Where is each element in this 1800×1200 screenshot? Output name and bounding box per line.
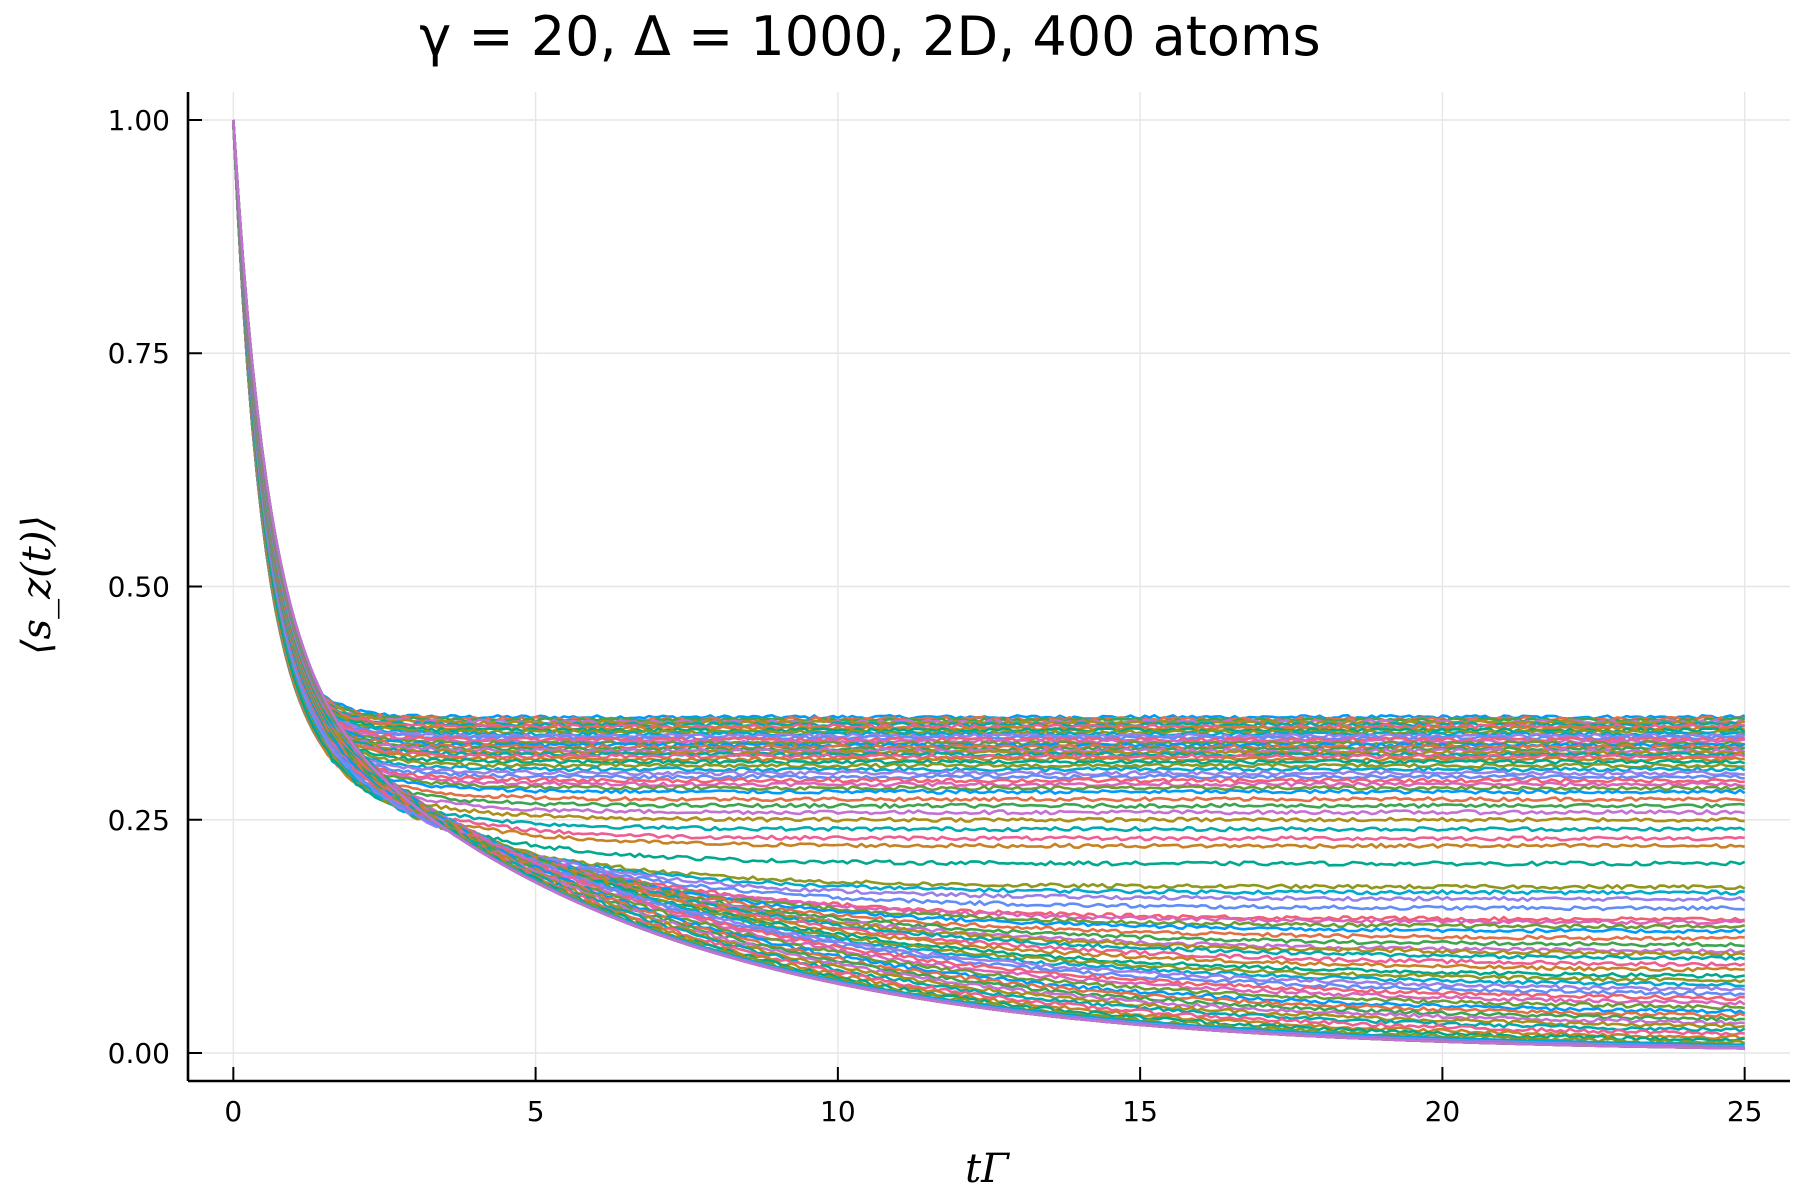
series-line (232, 119, 1745, 1011)
series-line (232, 119, 1746, 760)
series-line (232, 119, 1745, 777)
series-line (232, 119, 1745, 1029)
grid (188, 92, 1790, 1081)
series-line (232, 119, 1745, 781)
series-line (232, 119, 1745, 758)
series-line (232, 119, 1746, 739)
series-line (232, 119, 1746, 741)
series-line (232, 119, 1745, 809)
series-line (232, 119, 1746, 726)
x-tick-label: 10 (820, 1095, 856, 1128)
y-tick-label: 0.25 (108, 804, 170, 837)
series-line (232, 119, 1745, 948)
series-line (232, 119, 1746, 736)
y-tick-label: 0.75 (108, 337, 170, 370)
series-line (232, 119, 1746, 833)
series-line (232, 119, 1745, 728)
chart-title: γ = 20, Δ = 1000, 2D, 400 atoms (419, 5, 1320, 68)
ticks: 0 5 10 15 20 25 0.00 0.25 0.50 0.75 1.00 (108, 104, 1763, 1128)
series-line (232, 119, 1746, 749)
series-line (232, 119, 1745, 784)
series-line (232, 119, 1746, 725)
series-line (232, 119, 1745, 803)
series-line (232, 119, 1746, 1045)
series-line (232, 119, 1745, 823)
x-axis-label: tΓ (965, 1146, 1010, 1192)
x-tick-label: 5 (527, 1095, 545, 1128)
series-line (232, 119, 1746, 1015)
series-line (232, 119, 1745, 1037)
x-tick-label: 20 (1425, 1095, 1461, 1128)
series-line (232, 119, 1746, 732)
series-line (232, 119, 1745, 850)
series-line (232, 119, 1745, 763)
series-line (232, 119, 1746, 984)
series-line (232, 119, 1746, 766)
series-line (232, 119, 1745, 973)
series-line (232, 119, 1746, 724)
series-line (232, 119, 1745, 751)
series-line (232, 119, 1745, 745)
x-tick-label: 0 (224, 1095, 242, 1128)
series-line (232, 119, 1746, 795)
series-line (232, 119, 1746, 754)
series-line (232, 119, 1745, 743)
series-group (232, 119, 1746, 1050)
series-line (232, 119, 1746, 734)
series-line (232, 119, 1745, 756)
series-line (232, 119, 1746, 753)
y-tick-label: 0.50 (108, 571, 170, 604)
series-line (232, 119, 1746, 1019)
series-line (232, 119, 1746, 773)
y-tick-label: 0.00 (108, 1037, 170, 1070)
series-line (232, 119, 1745, 816)
series-line (232, 119, 1745, 988)
series-line (232, 119, 1746, 792)
series-line (232, 119, 1745, 1002)
x-tick-label: 25 (1727, 1095, 1763, 1128)
y-axis-label: ⟨s_z(t)⟩ (14, 515, 60, 655)
x-tick-label: 15 (1122, 1095, 1158, 1128)
series-line (232, 119, 1745, 738)
y-tick-label: 1.00 (108, 104, 170, 137)
series-line (232, 119, 1745, 842)
series-line (232, 119, 1746, 1006)
series-line (232, 119, 1745, 1022)
series-line (232, 119, 1745, 723)
series-line (232, 119, 1746, 721)
series-line (232, 119, 1745, 788)
series-line (232, 119, 1746, 747)
series-line (232, 119, 1745, 769)
series-line (232, 119, 1745, 1046)
series-line (232, 119, 1745, 1050)
series-line (232, 119, 1745, 730)
series-line (232, 119, 1745, 979)
